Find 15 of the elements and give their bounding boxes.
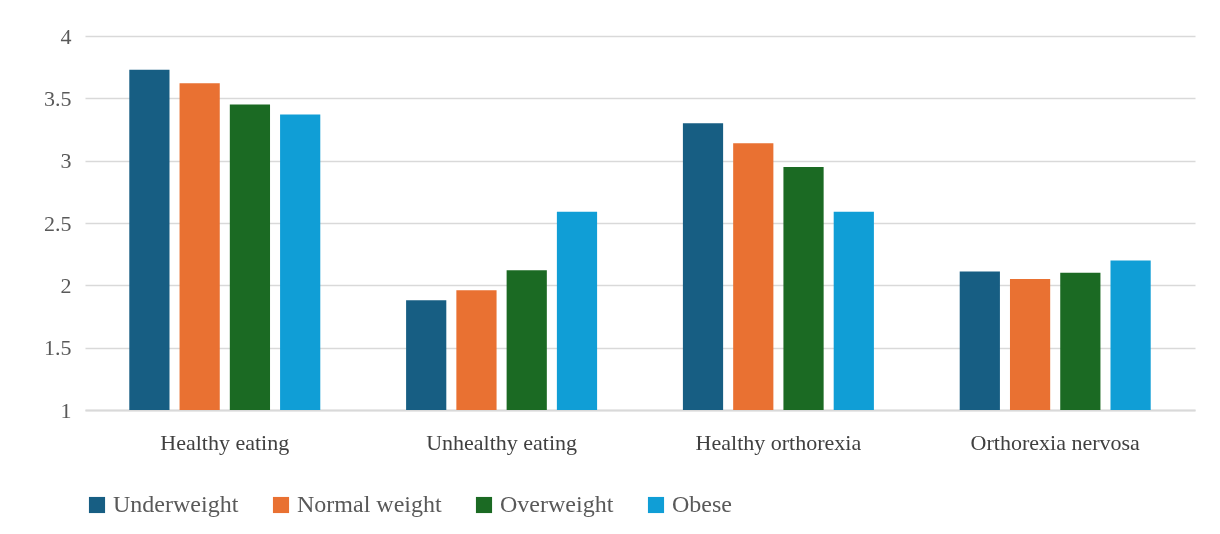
legend-label: Overweight bbox=[500, 491, 614, 517]
x-tick-label: Healthy orthorexia bbox=[695, 429, 862, 455]
legend-label: Underweight bbox=[113, 491, 239, 517]
y-tick-label: 1.5 bbox=[44, 335, 72, 361]
x-tick-label: Orthorexia nervosa bbox=[970, 429, 1141, 455]
x-tick-label: Healthy eating bbox=[160, 429, 290, 455]
y-tick-label: 2.5 bbox=[44, 210, 72, 236]
legend-label: Obese bbox=[672, 491, 732, 517]
y-tick-label: 3.5 bbox=[44, 85, 72, 111]
y-tick-label: 4 bbox=[60, 23, 72, 49]
y-tick-label: 3 bbox=[60, 148, 72, 174]
legend-label: Normal weight bbox=[297, 491, 442, 517]
x-tick-label: Unhealthy eating bbox=[426, 429, 578, 455]
y-tick-label: 1 bbox=[60, 397, 72, 423]
y-tick-label: 2 bbox=[60, 272, 72, 298]
